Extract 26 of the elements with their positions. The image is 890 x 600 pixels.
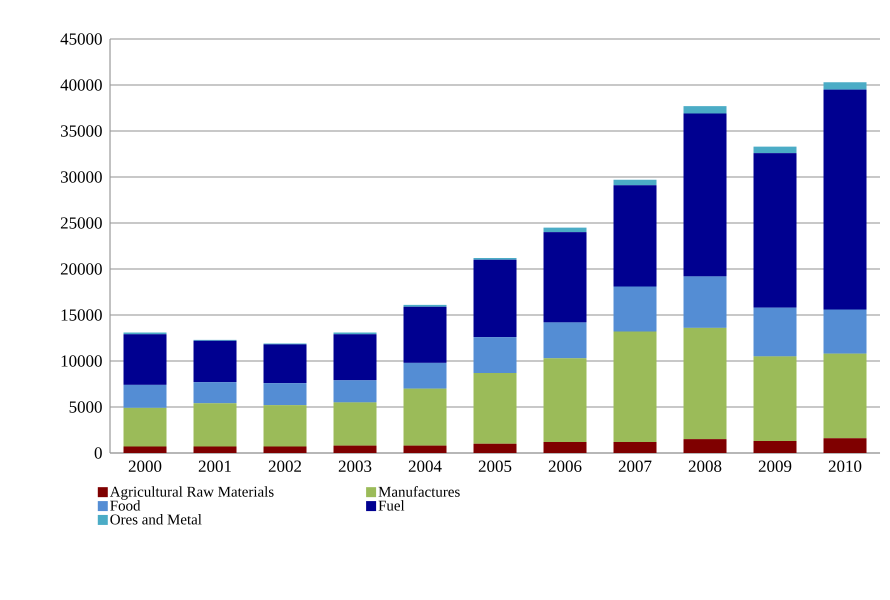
legend-label: Manufactures	[378, 486, 460, 497]
y-tick-label: 20000	[60, 263, 102, 275]
x-tick-label: 2009	[758, 460, 792, 472]
legend-label: Ores and Metal	[110, 514, 202, 525]
y-tick-label: 45000	[60, 33, 102, 45]
x-tick-label: 2000	[128, 460, 162, 472]
y-tick-label: 30000	[60, 171, 102, 183]
y-tick-label: 0	[94, 447, 102, 459]
y-tick-label: 35000	[60, 125, 102, 137]
x-tick-label: 2007	[618, 460, 652, 472]
legend-label: Agricultural Raw Materials	[110, 486, 274, 500]
y-tick-label: 15000	[62, 309, 102, 321]
x-tick-label: 2008	[688, 460, 722, 472]
y-tick-label: 40000	[60, 79, 102, 91]
x-tick-label: 2001	[198, 460, 231, 472]
x-tick-label: 2006	[548, 460, 582, 472]
y-tick-label: 10000	[62, 355, 102, 367]
y-tick-label: 5000	[70, 401, 102, 413]
x-tick-label: 2005	[478, 460, 512, 472]
legend-label: Food	[110, 500, 140, 511]
legend-label: Fuel	[378, 500, 404, 511]
x-tick-label: 2010	[828, 460, 862, 472]
y-tick-label: 25000	[60, 217, 102, 229]
x-tick-label: 2004	[408, 460, 442, 472]
x-tick-label: 2002	[268, 460, 302, 472]
x-tick-label: 2003	[338, 460, 372, 472]
